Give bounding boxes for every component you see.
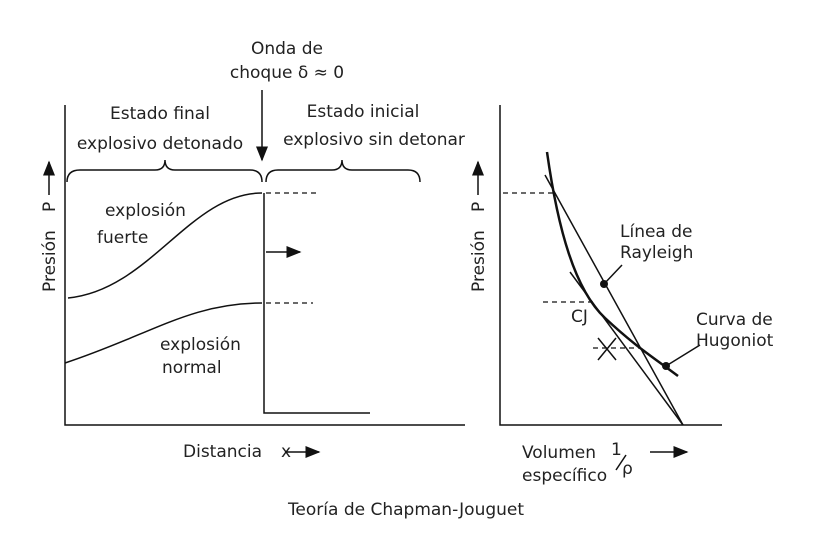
fraction-slash — [615, 454, 627, 471]
strong-label: fuerte — [97, 228, 148, 248]
hugoniot-label: Hugoniot — [696, 331, 774, 351]
x-denominator: ρ — [622, 459, 633, 479]
initial-state: explosivo sin detonar — [283, 130, 465, 150]
rayleigh-label: Línea de — [620, 222, 693, 242]
cj-label: CJ — [571, 307, 588, 327]
strong-curve — [67, 192, 263, 299]
shock-label: Onda de — [251, 39, 323, 59]
left-axes — [64, 105, 465, 426]
initial-state: Estado inicial — [307, 102, 420, 122]
x-numerator: 1 — [611, 440, 622, 460]
title: Teoría de Chapman-Jouguet — [287, 500, 524, 520]
x-label: Volumen — [522, 443, 596, 463]
y-symbol: P — [469, 202, 489, 212]
left-panel: Onda de choque δ ≈ 0 Estado final explos… — [40, 39, 465, 462]
brace-initial — [265, 159, 421, 183]
final-state: Estado final — [110, 104, 210, 124]
rayleigh-line — [544, 174, 684, 426]
normal-curve — [64, 302, 263, 364]
strong-label: explosión — [105, 201, 186, 221]
normal-label: explosión — [160, 335, 241, 355]
tangent-line — [569, 271, 684, 426]
y-symbol: P — [40, 202, 60, 212]
right-axes — [499, 105, 722, 426]
rayleigh-label: Rayleigh — [620, 243, 693, 263]
final-state: explosivo detonado — [77, 134, 243, 154]
hugoniot-label: Curva de — [696, 310, 773, 330]
dashed-levels — [503, 192, 640, 349]
normal-label: normal — [162, 358, 222, 378]
shock-front — [263, 193, 370, 414]
y-label: Presión — [469, 230, 489, 292]
dashed-levels — [266, 192, 316, 304]
cross-mark — [597, 337, 617, 361]
x-label: Distancia — [183, 442, 262, 462]
shock-label: choque δ ≈ 0 — [230, 63, 344, 83]
y-label: Presión — [40, 230, 60, 292]
brace-final — [66, 159, 263, 183]
leader-lines — [603, 264, 701, 367]
x-label: específico — [522, 466, 607, 486]
right-panel: Línea de Rayleigh Curva de Hugoniot CJ P… — [469, 105, 774, 486]
